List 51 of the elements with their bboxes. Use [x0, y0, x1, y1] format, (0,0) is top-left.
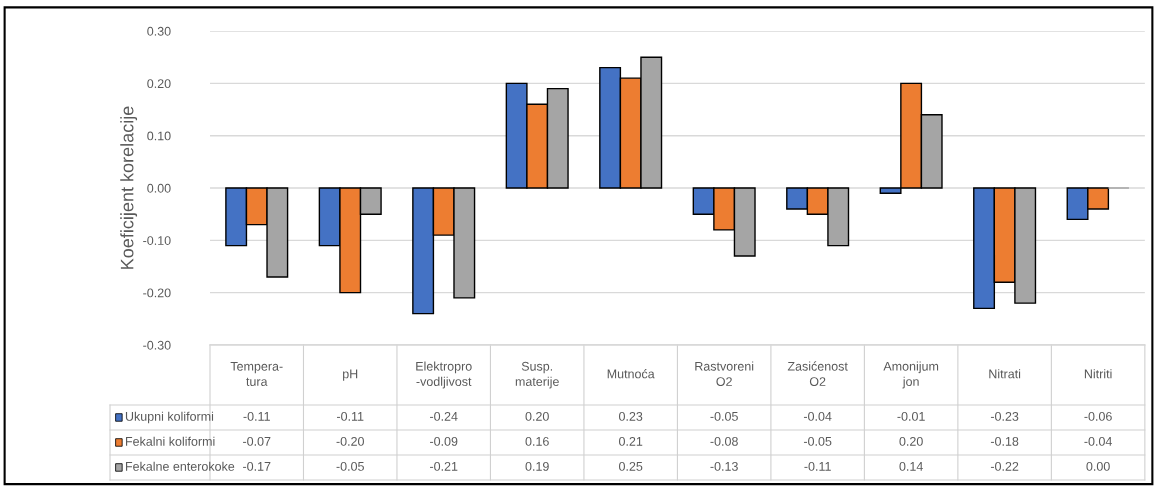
- data-label: 0.20: [899, 436, 923, 446]
- data-label: -0.08: [710, 436, 738, 446]
- data-label: -0.01: [897, 411, 925, 421]
- data-label: -0.04: [1084, 436, 1112, 446]
- legend-label: Fekalne enterokoke: [125, 461, 235, 471]
- x-tick-label: Elektropro -vodljivost: [416, 361, 472, 389]
- x-tick-label: Nitrati: [989, 369, 1021, 379]
- data-label: -0.13: [710, 461, 738, 471]
- x-tick-label: Amonijum jon: [883, 361, 939, 389]
- data-label: -0.09: [430, 436, 458, 446]
- y-tick-label: 0.00: [147, 183, 171, 193]
- x-tick-label: pH: [343, 369, 358, 381]
- legend-label: Fekalni koliformi: [125, 436, 215, 446]
- y-axis-title: Koeficijent korelacije: [120, 106, 138, 269]
- y-tick-label: -0.20: [143, 288, 171, 298]
- x-tick-label: Susp. materije: [515, 361, 559, 389]
- y-tick-label: -0.30: [143, 340, 171, 350]
- data-label: -0.05: [710, 411, 738, 421]
- y-tick-label: -0.10: [143, 236, 171, 245]
- data-label: 0.21: [619, 436, 643, 446]
- data-label: 0.23: [619, 411, 643, 421]
- data-label: -0.11: [243, 411, 270, 421]
- x-tick-label: Rastvoreni O2: [695, 361, 754, 386]
- data-label: -0.22: [990, 461, 1019, 471]
- data-label: 0.19: [525, 461, 549, 471]
- data-label: -0.06: [1084, 411, 1112, 421]
- data-label: -0.17: [243, 461, 271, 471]
- data-label: 0.14: [899, 461, 923, 471]
- data-label: -0.11: [337, 411, 364, 421]
- data-label: 0.25: [619, 461, 643, 471]
- data-label: -0.18: [990, 436, 1019, 446]
- data-label: 0.20: [525, 411, 549, 421]
- data-label: -0.11: [804, 461, 831, 471]
- x-tick-label: Zasićenost O2: [787, 361, 848, 386]
- x-tick-label: Nitriti: [1084, 369, 1112, 379]
- y-tick-label: 0.10: [147, 131, 171, 141]
- data-label: -0.05: [336, 461, 364, 471]
- data-label: -0.20: [336, 436, 364, 446]
- data-label: -0.23: [990, 411, 1019, 421]
- legend-label: Ukupni koliformi: [125, 411, 214, 424]
- data-label: 0.16: [525, 436, 549, 446]
- x-tick-label: Mutnoća: [607, 369, 655, 379]
- data-label: -0.24: [430, 411, 458, 421]
- x-tick-label: Tempera- tura: [230, 361, 283, 386]
- data-label: -0.07: [243, 436, 271, 446]
- y-tick-label: 0.20: [147, 79, 171, 89]
- y-tick-label: 0.30: [147, 26, 171, 36]
- data-label: -0.21: [430, 461, 458, 471]
- data-label: 0.00: [1086, 461, 1110, 471]
- data-label: -0.05: [803, 436, 832, 446]
- data-label: -0.04: [803, 411, 832, 421]
